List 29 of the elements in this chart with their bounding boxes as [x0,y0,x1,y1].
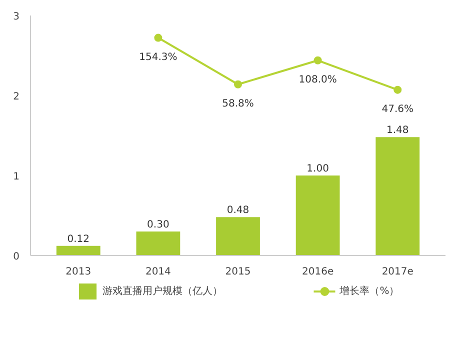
x-tick-label: 2015 [225,266,251,278]
bar [216,217,260,256]
y-tick-label: 1 [13,172,20,182]
data-label: 0.12 [67,234,90,245]
legend-label: 增长率（%） [340,284,400,298]
x-tick-label: 2013 [66,266,92,278]
x-tick-label: 2014 [145,266,171,278]
point [234,80,242,88]
data-label: 108.0% [298,74,337,86]
data-label: 0.48 [226,205,250,216]
legend-label: 游戏直播用户规模（亿人） [102,284,223,298]
bar [376,137,420,256]
point [314,56,322,64]
y-tick-label: 2 [13,92,20,102]
data-label: 1.00 [306,164,329,174]
data-label: 154.3% [139,52,178,63]
data-label: 1.48 [386,125,409,136]
bar [136,232,180,256]
data-label: 47.6% [382,104,414,115]
point [154,34,162,42]
x-tick-label: 2016e [302,266,334,278]
point [394,86,402,94]
y-tick-label: 0 [13,252,20,262]
bar [56,246,100,256]
x-tick-label: 2017e [382,266,414,278]
y-tick-label: 3 [13,12,20,22]
data-label: 0.30 [147,220,170,230]
bar [296,176,340,256]
data-label: 58.8% [222,98,254,110]
